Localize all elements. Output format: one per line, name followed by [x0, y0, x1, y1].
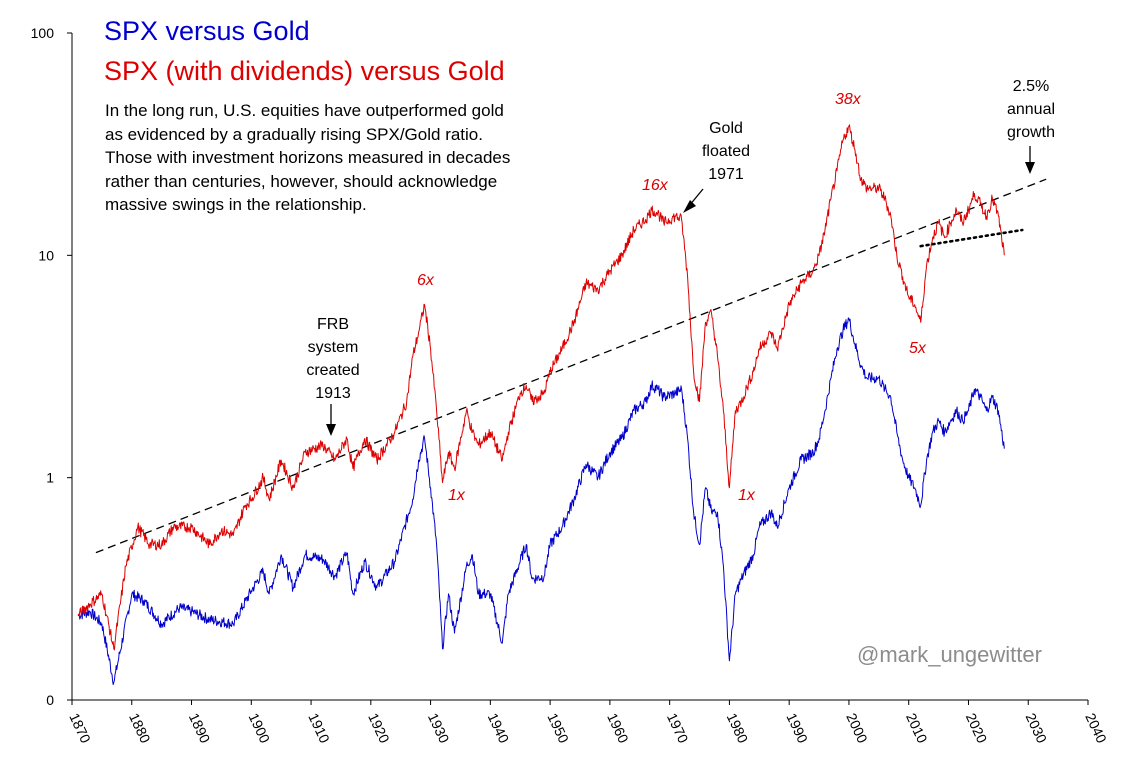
annotation-line: growth [1006, 124, 1056, 141]
x-ticks: 1870 1880 1890 1900 1910 1920 1930 1940 1950 1960… [66, 700, 1110, 746]
description-line: as evidenced by a gradually rising SPX/G… [105, 124, 483, 144]
annotation-line: 1913 [315, 385, 351, 402]
x-tick-label: 1920 [365, 711, 393, 746]
trend-lines [95, 178, 1047, 554]
x-tick-label: 1890 [186, 711, 214, 746]
annotation-line: floated [701, 143, 751, 160]
x-tick-label: 1930 [425, 711, 453, 746]
series-line-spx-gold [77, 317, 1005, 685]
growth-arrowhead [1025, 162, 1035, 174]
x-tick-label: 1900 [246, 711, 274, 746]
multiple-label: 5x [909, 340, 926, 357]
frb-arrowhead [326, 424, 336, 436]
description-line: Those with investment horizons measured … [105, 148, 511, 167]
annotation-annual-growth: 2.5% annual growth [998, 75, 1064, 144]
x-tick-label: 1880 [126, 711, 154, 746]
axes [71, 33, 1088, 701]
annotation-arrows [326, 146, 1035, 436]
x-tick-label: 1910 [305, 711, 333, 746]
x-tick-label: 1980 [724, 711, 752, 746]
description-line: rather than centuries, however, should a… [105, 171, 498, 191]
y-tick-label: 0 [46, 692, 54, 708]
description: In the long run, U.S. equities have outp… [105, 99, 510, 217]
description-line: massive swings in the relationship. [105, 195, 367, 214]
x-tick-label: 2010 [903, 711, 931, 746]
x-tick-label: 1990 [783, 711, 811, 746]
y-tick-label: 1 [46, 470, 54, 486]
multiple-label: 6x [417, 272, 434, 289]
author-credit: @mark_ungewitter [857, 642, 1042, 667]
annotation-line: 1971 [708, 166, 744, 183]
x-tick-label: 1950 [544, 711, 572, 746]
annotation-gold-floated: Gold floated 1971 [694, 117, 758, 186]
x-tick-label: 2020 [963, 711, 991, 746]
annotation-line: 2.5% [1012, 78, 1050, 95]
multiple-label: 38x [835, 91, 861, 108]
y-tick-label: 10 [38, 247, 54, 263]
series-line-spx-dividends-gold [77, 124, 1005, 651]
x-tick-label: 2030 [1023, 711, 1051, 746]
x-tick-label: 1870 [66, 711, 94, 746]
annotation-line: annual [1006, 101, 1056, 118]
title-spx-dividends-gold: SPX (with dividends) versus Gold [104, 56, 505, 86]
dashed-trend-line [95, 178, 1047, 554]
description-line: In the long run, U.S. equities have outp… [105, 101, 504, 120]
multiple-label: 1x [448, 487, 465, 504]
annotation-line: system [307, 339, 359, 356]
data-series [77, 124, 1005, 685]
y-tick-label: 100 [31, 25, 55, 41]
x-tick-label: 2000 [843, 711, 871, 746]
title-spx-gold: SPX versus Gold [104, 16, 310, 46]
annotation-frb: FRB system created 1913 [300, 313, 366, 405]
x-tick-label: 1940 [485, 711, 513, 746]
x-tick-label: 2040 [1082, 711, 1110, 746]
annotation-line: Gold [709, 120, 743, 137]
dotted-trend-line [919, 228, 1024, 248]
multiple-label: 16x [642, 177, 668, 194]
multiple-label: 1x [738, 487, 755, 504]
x-tick-label: 1960 [604, 711, 632, 746]
annotation-line: FRB [317, 316, 349, 333]
y-ticks: 0 1 10 100 [31, 25, 72, 708]
x-tick-label: 1970 [664, 711, 692, 746]
annotation-line: created [306, 362, 360, 379]
gold-arrowhead [683, 200, 696, 213]
